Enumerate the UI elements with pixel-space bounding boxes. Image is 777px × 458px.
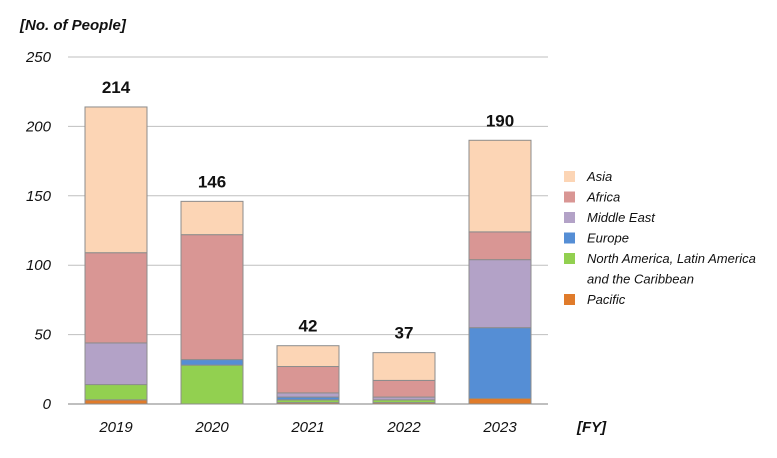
bar-segment-asia-2020 [180,200,244,236]
y-tick-label: 50 [34,327,51,344]
bar-segment-north-america-latin-america-and-the-caribbean-2019 [84,384,148,401]
bar-segment-pacific-2019 [84,399,148,405]
y-axis-ticks: 0 50 100 150 200 250 [25,49,52,413]
bar-segment-middle-east-2019 [84,342,148,386]
y-tick-label: 100 [26,257,52,274]
x-tick-label: 2023 [482,419,517,436]
bar-total-label: 42 [299,317,318,336]
x-tick-label: 2022 [386,419,421,436]
legend-label: Asia [586,169,612,184]
bar-total-label: 214 [102,78,131,97]
bar-total-label: 190 [486,111,514,130]
y-axis-unit-label: [No. of People] [19,17,127,34]
x-tick-label: 2021 [290,419,324,436]
gridlines [68,56,548,405]
bar-segment-africa-2020 [180,234,244,361]
bar-segment-africa-2023 [468,231,532,261]
bar-totals: 214 146 42 37 190 [102,78,514,343]
x-tick-label: 2020 [194,419,229,436]
legend-label: Africa [586,190,620,205]
bars [84,106,532,405]
bar-segment-middle-east-2021 [276,392,340,398]
legend-label: Pacific [587,292,626,307]
legend-label: and the Caribbean [587,272,694,287]
legend-label: Europe [587,231,629,246]
bar-segment-europe-2020 [180,359,244,366]
legend-swatch-asia [564,171,575,182]
y-tick-label: 0 [43,396,52,413]
y-tick-label: 150 [26,188,52,205]
bar-segment-asia-2023 [468,139,532,233]
bar-total-label: 37 [395,324,414,343]
legend-label: North America, Latin America [587,251,756,266]
bar-segment-asia-2019 [84,106,148,254]
y-tick-label: 200 [25,118,52,135]
legend: Asia Africa Middle East Europe North America… [564,169,756,307]
bar-segment-north-america-latin-america-and-the-caribbean-2020 [180,364,244,405]
bar-segment-africa-2019 [84,252,148,344]
legend-swatch-middle-east [564,212,575,223]
legend-label: Middle East [587,210,656,225]
y-tick-label: 250 [25,49,52,66]
legend-swatch-europe [564,232,575,244]
bar-segment-middle-east-2023 [468,259,532,329]
legend-swatch-africa [564,191,575,203]
bar-segment-africa-2022 [372,379,436,398]
bar-segment-pacific-2023 [468,397,532,405]
bar-total-label: 146 [198,172,226,191]
bar-segment-asia-2022 [372,352,436,381]
bar-segment-africa-2021 [276,366,340,394]
x-axis-ticks: 2019 2020 2021 2022 2023 [98,419,517,436]
x-tick-label: 2019 [98,419,133,436]
bar-segment-asia-2021 [276,345,340,368]
legend-swatch-north-america-latin-america-and-the-caribbean [564,253,575,264]
bar-segment-europe-2023 [468,327,532,399]
legend-swatch-pacific [564,294,575,305]
x-axis-unit-label: [FY] [576,419,607,436]
